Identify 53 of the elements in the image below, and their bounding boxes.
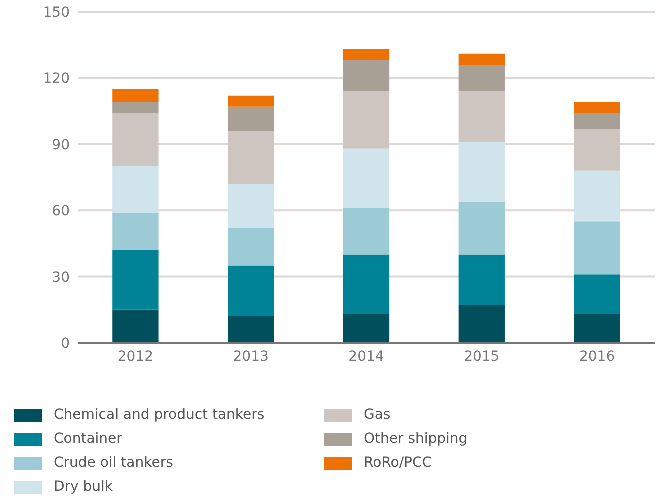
bar xyxy=(343,91,390,149)
legend-label: Container xyxy=(54,431,122,447)
bar xyxy=(574,128,620,171)
bar xyxy=(228,228,274,266)
y-tick-label: 120 xyxy=(43,71,70,88)
bar xyxy=(112,310,159,343)
bar xyxy=(228,266,274,317)
bar xyxy=(112,114,159,166)
bar xyxy=(458,142,505,202)
bar xyxy=(228,106,274,132)
x-tick-label: 2014 xyxy=(348,348,384,365)
bar xyxy=(343,208,390,255)
bar xyxy=(343,50,390,61)
bar xyxy=(574,222,620,275)
bar xyxy=(458,64,505,92)
bar xyxy=(228,184,274,228)
y-tick-label: 30 xyxy=(52,270,70,286)
legend-label: Other shipping xyxy=(364,431,468,447)
bar xyxy=(112,250,159,310)
bar xyxy=(458,202,505,255)
y-tick-label: 150 xyxy=(43,4,70,21)
bar xyxy=(112,212,159,250)
legend-label: Chemical and product tankers xyxy=(54,407,265,423)
bar xyxy=(343,254,390,314)
bar xyxy=(574,114,620,129)
legend-label: RoRo/PCC xyxy=(364,455,432,471)
legend-label: Dry bulk xyxy=(54,479,114,495)
x-tick-label: 2016 xyxy=(579,348,616,365)
bar xyxy=(343,314,390,343)
bar xyxy=(228,96,274,107)
y-tick-label: 90 xyxy=(52,137,70,154)
y-tick-label: 60 xyxy=(52,204,70,220)
bar xyxy=(112,102,159,114)
x-tick-label: 2012 xyxy=(118,348,154,365)
bar xyxy=(458,91,505,142)
y-tick-label: 0 xyxy=(61,336,70,352)
bar xyxy=(112,166,159,213)
legend-label: Crude oil tankers xyxy=(54,455,174,471)
bar xyxy=(458,254,505,306)
x-tick-label: 2013 xyxy=(233,348,269,365)
bar xyxy=(574,102,620,114)
bar xyxy=(574,170,620,222)
legend-label: Gas xyxy=(364,407,391,423)
bar xyxy=(343,148,390,208)
bar xyxy=(458,54,505,65)
bar xyxy=(574,314,620,343)
bar xyxy=(228,316,274,343)
bar xyxy=(458,305,505,343)
x-tick-label: 2015 xyxy=(464,348,500,365)
bar xyxy=(343,60,390,92)
bar xyxy=(112,89,159,102)
bar xyxy=(228,131,274,184)
bar xyxy=(574,274,620,314)
